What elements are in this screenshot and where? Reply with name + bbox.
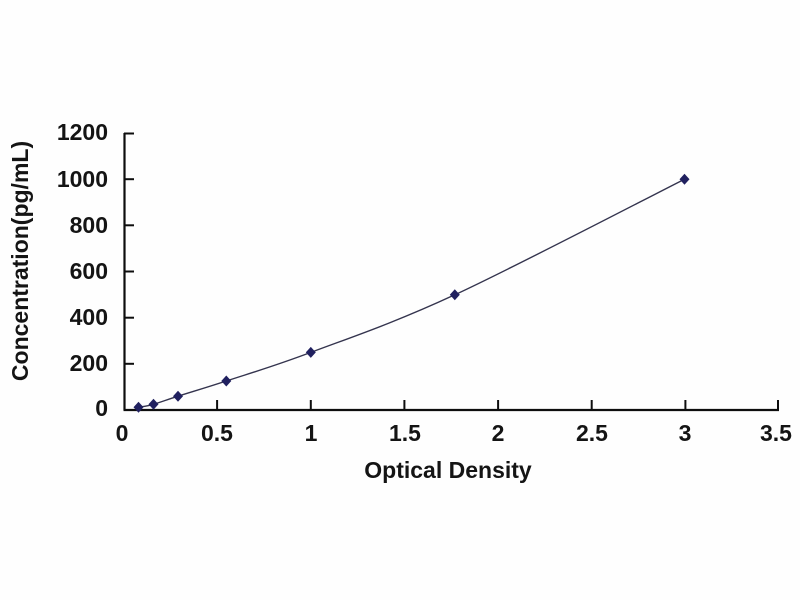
svg-text:200: 200 [70, 350, 108, 376]
svg-text:1: 1 [305, 420, 318, 446]
svg-text:1000: 1000 [57, 166, 108, 192]
svg-text:2.5: 2.5 [576, 420, 608, 446]
svg-text:1200: 1200 [57, 119, 108, 145]
svg-text:Optical Density: Optical Density [364, 457, 532, 483]
svg-text:0: 0 [95, 395, 108, 421]
svg-text:600: 600 [70, 258, 108, 284]
svg-text:0.5: 0.5 [201, 420, 233, 446]
svg-text:3.5: 3.5 [760, 420, 792, 446]
svg-text:1.5: 1.5 [389, 420, 421, 446]
svg-text:0: 0 [116, 420, 129, 446]
svg-text:2: 2 [492, 420, 505, 446]
svg-text:3: 3 [679, 420, 692, 446]
svg-text:800: 800 [70, 212, 108, 238]
svg-text:400: 400 [70, 304, 108, 330]
svg-text:Concentration(pg/mL): Concentration(pg/mL) [7, 141, 33, 381]
